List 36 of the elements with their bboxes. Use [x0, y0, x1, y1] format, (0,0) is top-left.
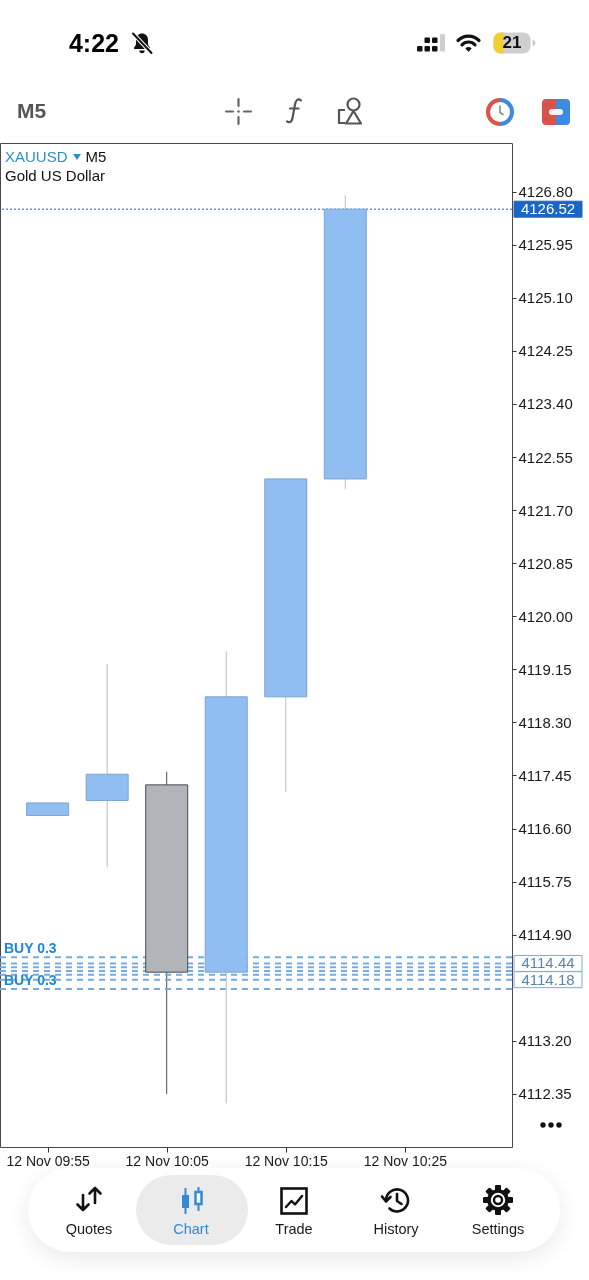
y-tick-label: 4121.70 [518, 501, 573, 519]
y-tick-label: 4124.25 [518, 342, 573, 360]
y-tick-label: 4115.75 [518, 873, 572, 891]
chart-title: XAUUSD [5, 148, 68, 166]
x-tick-label: 12 Nov 10:25 [363, 1152, 448, 1169]
y-tick-label: 4118.30 [518, 713, 572, 731]
text: Quotes [64, 1220, 114, 1238]
x-tick-label: 12 Nov 10:05 [125, 1152, 210, 1169]
ref-line-label: 4114.18 [521, 970, 575, 988]
y-tick-label: 4125.10 [518, 289, 573, 307]
annotation: BUY 0.3 [4, 940, 57, 957]
ref-line-label: 4114.44 [521, 954, 575, 972]
text: 4:22 [67, 29, 120, 57]
x-tick-label: 12 Nov 09:55 [6, 1152, 90, 1169]
y-tick-label: 4120.85 [518, 554, 573, 572]
y-tick-label: 4122.55 [518, 448, 573, 466]
y-tick-label: 4116.60 [518, 820, 572, 838]
y-tick-label: 4119.15 [518, 660, 572, 678]
text: Chart [172, 1220, 210, 1238]
text: Settings [470, 1220, 526, 1238]
y-tick-label: 4117.45 [518, 766, 572, 784]
text: Trade [274, 1220, 314, 1238]
y-tick-label: 4125.95 [518, 236, 573, 254]
annotation: BUY 0.3 [4, 972, 57, 989]
text: M5 [17, 99, 47, 123]
x-tick-label: 12 Nov 10:15 [244, 1152, 329, 1169]
y-tick-label: 4113.20 [518, 1032, 572, 1050]
ref-line-label: 4126.52 [520, 200, 576, 218]
text: Gold US Dollar [5, 167, 106, 185]
y-tick-label: 4112.35 [518, 1085, 572, 1103]
text: History [372, 1220, 420, 1238]
y-tick-label: 4126.80 [518, 183, 573, 201]
y-tick-label: 4120.00 [518, 607, 573, 625]
y-tick-label: 4114.90 [518, 926, 572, 944]
y-tick-label: 4123.40 [518, 395, 573, 413]
annotation: M5 [85, 148, 107, 166]
